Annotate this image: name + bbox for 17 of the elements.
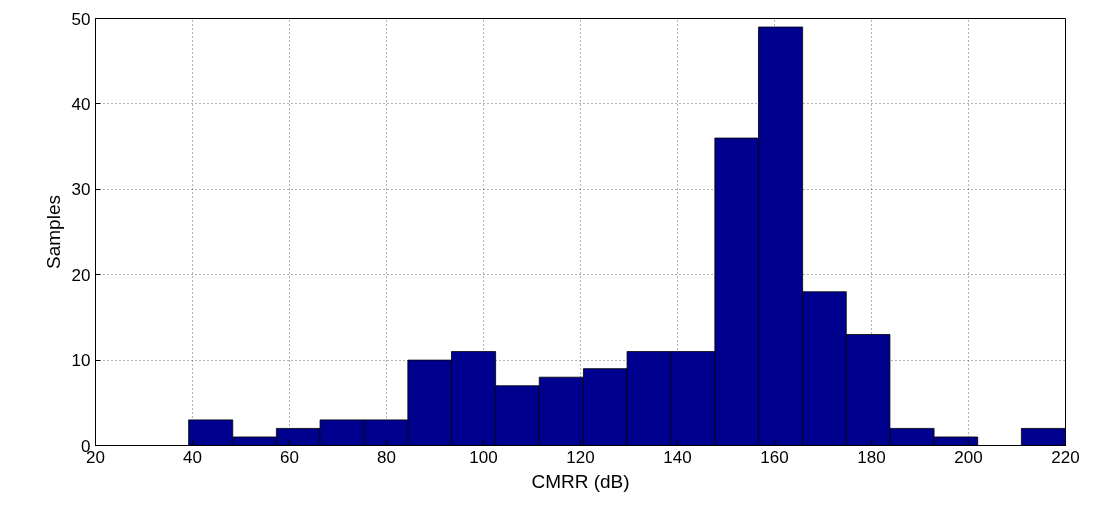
x-axis-title: CMRR (dB) [531, 470, 630, 492]
x-tick-label: 60 [280, 447, 299, 467]
y-axis-title: Samples [42, 195, 64, 269]
x-tick-label: 120 [566, 447, 595, 467]
y-tick-label: 20 [71, 265, 91, 285]
y-tick-label: 10 [71, 351, 91, 371]
y-tick-label: 50 [71, 9, 91, 29]
y-tick-label: 40 [71, 94, 91, 114]
x-tick-label: 140 [663, 447, 692, 467]
x-tick-label: 180 [857, 447, 886, 467]
x-tick-label: 160 [760, 447, 789, 467]
x-tick-label: 220 [1051, 447, 1080, 467]
x-tick-label: 40 [183, 447, 202, 467]
y-tick-label: 30 [71, 180, 91, 200]
x-tick-label: 80 [377, 447, 396, 467]
x-tick-label: 200 [954, 447, 983, 467]
x-tick-label: 100 [469, 447, 498, 467]
